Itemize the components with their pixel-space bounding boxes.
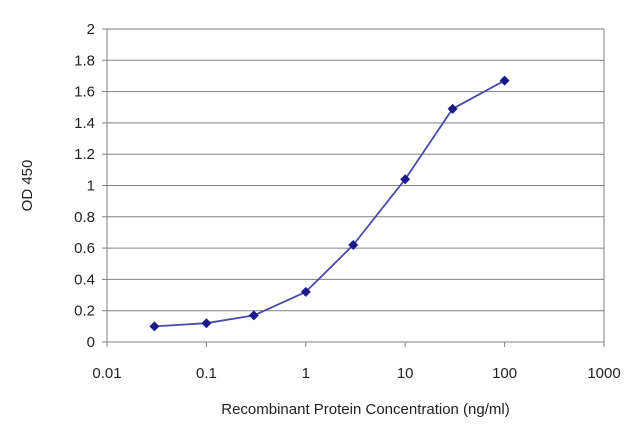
y-tick-label: 0.4 [74, 271, 95, 288]
x-tick-label: 0.1 [196, 365, 217, 382]
y-tick-label: 1.8 [74, 52, 95, 69]
y-axis: 0 0.2 0.4 0.6 0.8 1 1.2 1.4 1.6 1.8 2 [74, 21, 107, 351]
data-point [499, 75, 510, 86]
y-tick-label: 0.8 [74, 209, 95, 226]
data-point [447, 103, 458, 114]
data-series [149, 75, 510, 332]
data-point [201, 318, 212, 329]
y-tick-label: 1.2 [74, 146, 95, 163]
x-tick-label: 10 [397, 365, 414, 382]
y-tick-label: 1 [87, 178, 95, 195]
data-point [149, 321, 160, 332]
x-tick-label: 1 [302, 365, 310, 382]
data-point [300, 286, 311, 297]
y-tick-label: 1.4 [74, 115, 95, 132]
series-line [154, 79, 506, 328]
y-tick-label: 0 [87, 334, 95, 351]
data-point [248, 310, 259, 321]
x-axis-title: Recombinant Protein Concentration (ng/ml… [221, 401, 509, 418]
y-tick-label: 0.2 [74, 303, 95, 320]
x-axis: 0.01 0.1 1 10 100 1000 [92, 342, 621, 382]
x-tick-label: 1000 [587, 365, 620, 382]
grid-lines [107, 59, 604, 312]
x-tick-label: 0.01 [92, 365, 121, 382]
data-point [348, 239, 359, 250]
y-tick-label: 1.6 [74, 84, 95, 101]
y-tick-label: 0.6 [74, 240, 95, 257]
x-tick-label: 100 [492, 365, 517, 382]
y-tick-label: 2 [87, 21, 95, 38]
data-point [400, 174, 411, 185]
y-axis-title: OD 450 [19, 160, 36, 212]
